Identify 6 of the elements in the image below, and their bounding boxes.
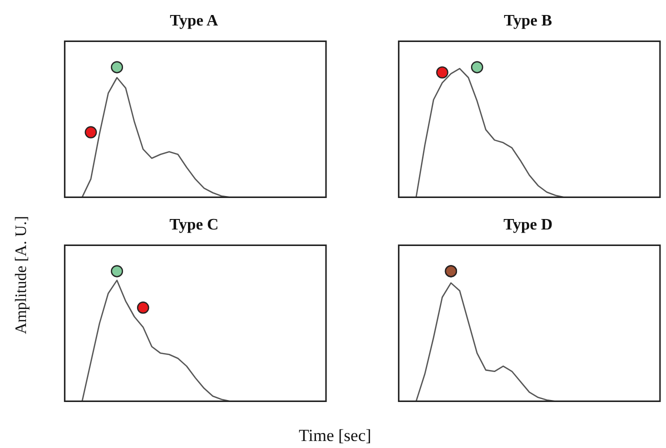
chart-title: Type C bbox=[169, 216, 219, 234]
x-axis-title: Time [sec] bbox=[298, 426, 372, 446]
chart-title: Type B bbox=[504, 12, 552, 30]
y-axis-title: Amplitude [A. U.] bbox=[13, 216, 31, 334]
chart-title: Type D bbox=[503, 216, 553, 234]
chart-title: Type A bbox=[170, 12, 219, 30]
